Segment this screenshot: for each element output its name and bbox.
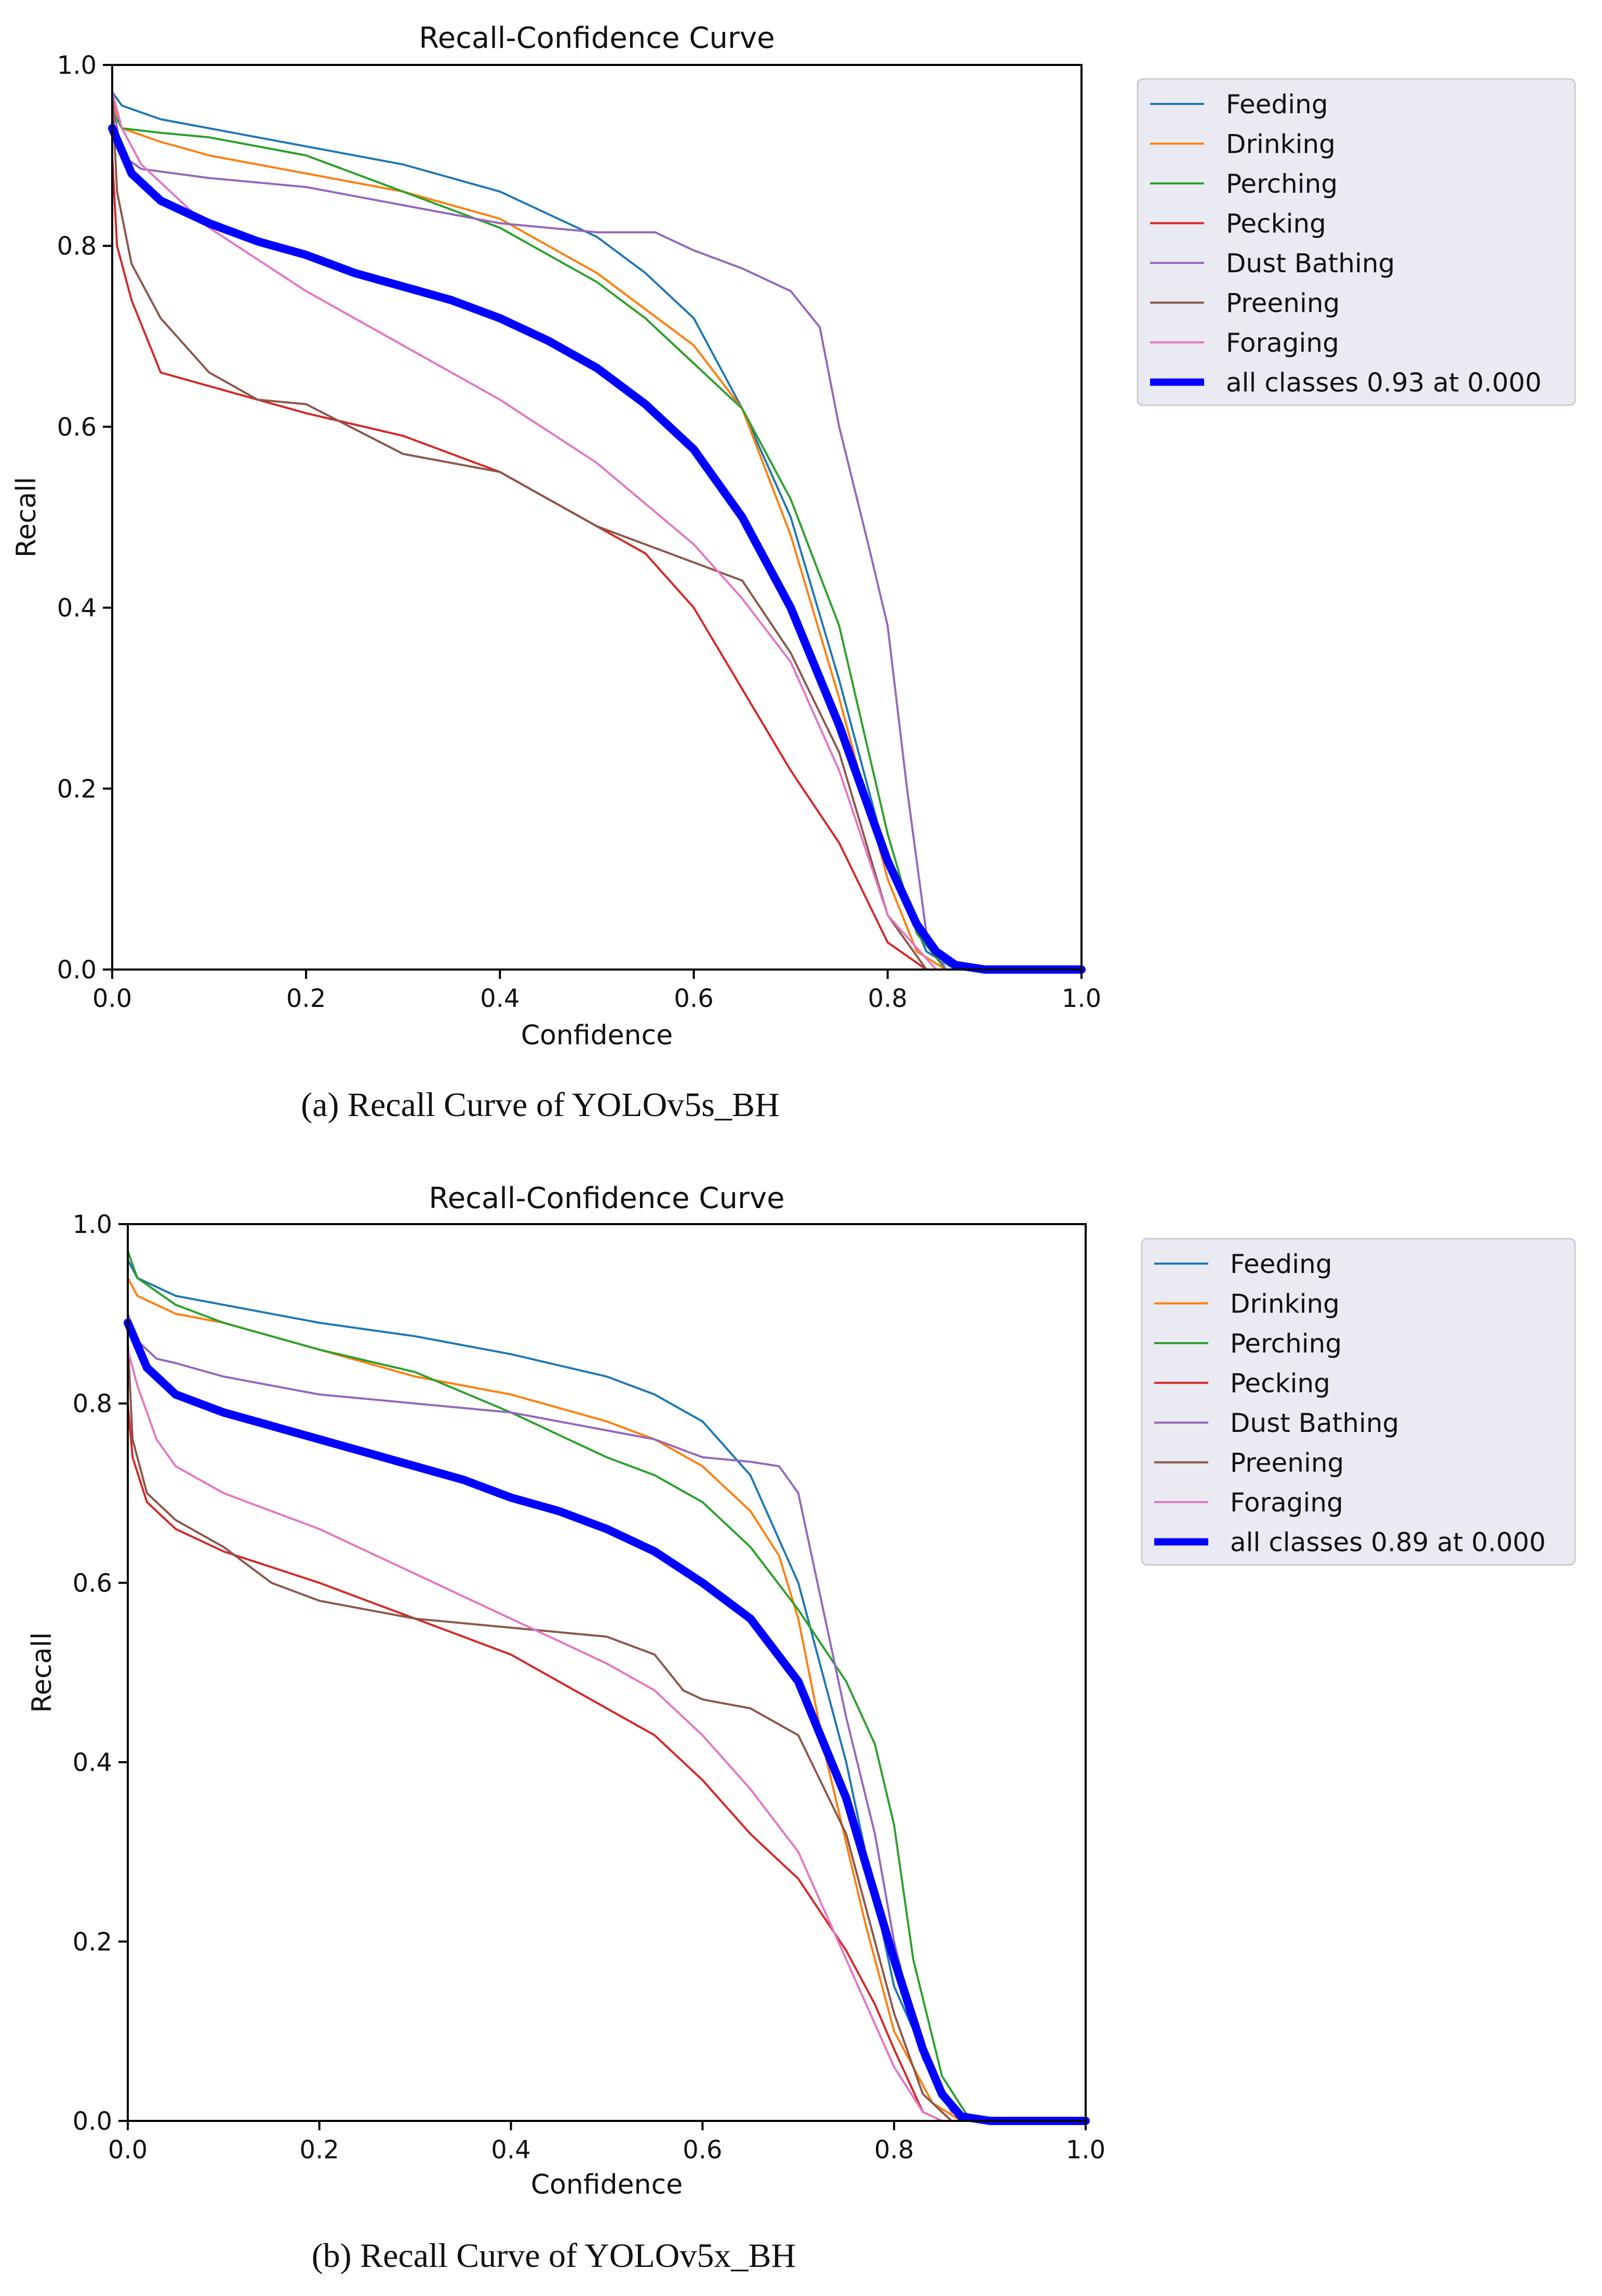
legend-label: all classes 0.89 at 0.000: [1230, 1528, 1546, 1558]
y-tick-label: 0.2: [73, 1928, 112, 1957]
x-tick-label: 0.8: [874, 2135, 914, 2165]
series-line-all-classes-0-93-at-0-000: [108, 124, 1086, 974]
legend-label: Feeding: [1230, 1249, 1332, 1279]
legend-label: Pecking: [1226, 209, 1326, 239]
series-line-preening: [111, 91, 1083, 971]
legend-label: Drinking: [1230, 1289, 1340, 1319]
legend-label: Foraging: [1226, 328, 1339, 358]
x-tick-label: 0.2: [286, 984, 326, 1013]
series-line-preening: [127, 1339, 1087, 2122]
plot-frame: [111, 64, 1083, 971]
series-line-drinking: [111, 100, 1083, 971]
y-axis-label: Recall: [26, 1632, 58, 1713]
chart-title: Recall-Confidence Curve: [429, 1182, 784, 1215]
series-line-dust-bathing: [111, 100, 1083, 971]
legend-label: Perching: [1230, 1329, 1342, 1359]
series-line-perching: [111, 109, 1083, 971]
y-tick-label: 0.8: [73, 1389, 112, 1418]
legend-label: Perching: [1226, 169, 1338, 199]
x-tick-label: 0.4: [480, 984, 519, 1013]
x-tick-label: 0.0: [108, 2135, 148, 2165]
legend-label: Drinking: [1226, 129, 1336, 160]
x-tick-label: 1.0: [1066, 2135, 1105, 2165]
series-line-pecking: [111, 154, 1083, 971]
y-axis-label: Recall: [11, 477, 42, 558]
legend: Feeding Drinking Perching Pecking Dust Bathi…: [1141, 1238, 1576, 1566]
y-tick-label: 1.0: [73, 1210, 112, 1239]
y-tick-label: 0.6: [73, 1569, 112, 1598]
legend-label: Dust Bathing: [1230, 1408, 1399, 1438]
series-line-feeding: [111, 91, 1083, 971]
x-tick-label: 0.6: [683, 2135, 722, 2165]
y-tick-label: 0.4: [73, 1748, 112, 1777]
x-tick-label: 0.2: [300, 2135, 339, 2165]
y-tick-label: 0.6: [57, 413, 97, 442]
x-tick-label: 0.6: [674, 984, 713, 1013]
x-axis-label: Confidence: [521, 1020, 673, 1051]
y-tick-label: 1.0: [57, 51, 97, 80]
legend-box: [1141, 1238, 1576, 1566]
series-line-foraging: [111, 91, 1083, 971]
legend-label: Preening: [1230, 1448, 1344, 1478]
chart-a: Recall-Confidence Curve 0.0 0.2 0.4 0.6 0.8 1.…: [11, 21, 1576, 1051]
chart-b: Recall-Confidence Curve 0.0 0.2 0.4 0.6 0.8 1.…: [26, 1182, 1576, 2200]
x-tick-label: 0.8: [868, 984, 907, 1013]
figure-caption: (b) Recall Curve of YOLOv5x_BH: [312, 2237, 796, 2275]
series-line-perching: [127, 1250, 1087, 2122]
y-tick-label: 0.8: [57, 232, 97, 261]
legend-label: Foraging: [1230, 1488, 1343, 1518]
y-tick-label: 0.4: [57, 594, 97, 623]
x-tick-label: 1.0: [1062, 984, 1101, 1013]
y-tick-label: 0.0: [57, 955, 97, 985]
legend-label: Pecking: [1230, 1369, 1330, 1399]
series-line-feeding: [127, 1259, 1087, 2122]
y-tick-label: 0.0: [73, 2107, 112, 2136]
x-tick-label: 0.0: [92, 984, 132, 1013]
plot-frame: [127, 1223, 1087, 2122]
chart-title: Recall-Confidence Curve: [419, 21, 775, 55]
series-line-all-classes-0-89-at-0-000: [124, 1318, 1090, 2125]
legend-label: Feeding: [1226, 89, 1328, 120]
y-tick-label: 0.2: [57, 775, 97, 804]
legend-box: [1137, 78, 1576, 406]
series-line-dust-bathing: [127, 1312, 1087, 2122]
series-line-pecking: [127, 1402, 1087, 2122]
legend-label: Dust Bathing: [1226, 248, 1395, 278]
legend-label: all classes 0.93 at 0.000: [1226, 368, 1542, 398]
x-tick-label: 0.4: [491, 2135, 530, 2165]
series-line-foraging: [127, 1348, 1087, 2122]
series-line-drinking: [127, 1277, 1087, 2122]
legend: Feeding Drinking Perching Pecking Dust Bathi…: [1137, 78, 1576, 406]
figure-caption: (a) Recall Curve of YOLOv5s_BH: [301, 1086, 779, 1124]
legend-label: Preening: [1226, 288, 1340, 318]
x-axis-label: Confidence: [531, 2169, 683, 2200]
